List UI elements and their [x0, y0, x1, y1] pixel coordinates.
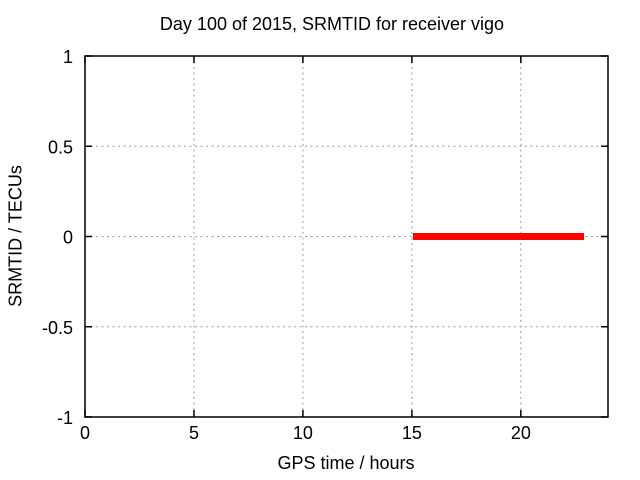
y-tick-label: 0.5	[48, 137, 73, 157]
x-tick-label: 0	[80, 423, 90, 443]
y-tick-label: 0	[63, 228, 73, 248]
y-tick-label: 1	[63, 47, 73, 67]
plot-border	[84, 55, 609, 418]
x-tick-label: 5	[189, 423, 199, 443]
chart-title: Day 100 of 2015, SRMTID for receiver vig…	[159, 14, 505, 34]
x-tick-label: 20	[511, 423, 531, 443]
y-tick-label: -1	[57, 408, 73, 428]
x-tick-label: 10	[293, 423, 313, 443]
x-axis-label: GPS time / hours	[277, 453, 415, 473]
x-tick-label: 15	[402, 423, 422, 443]
y-tick-label: -0.5	[42, 318, 73, 338]
